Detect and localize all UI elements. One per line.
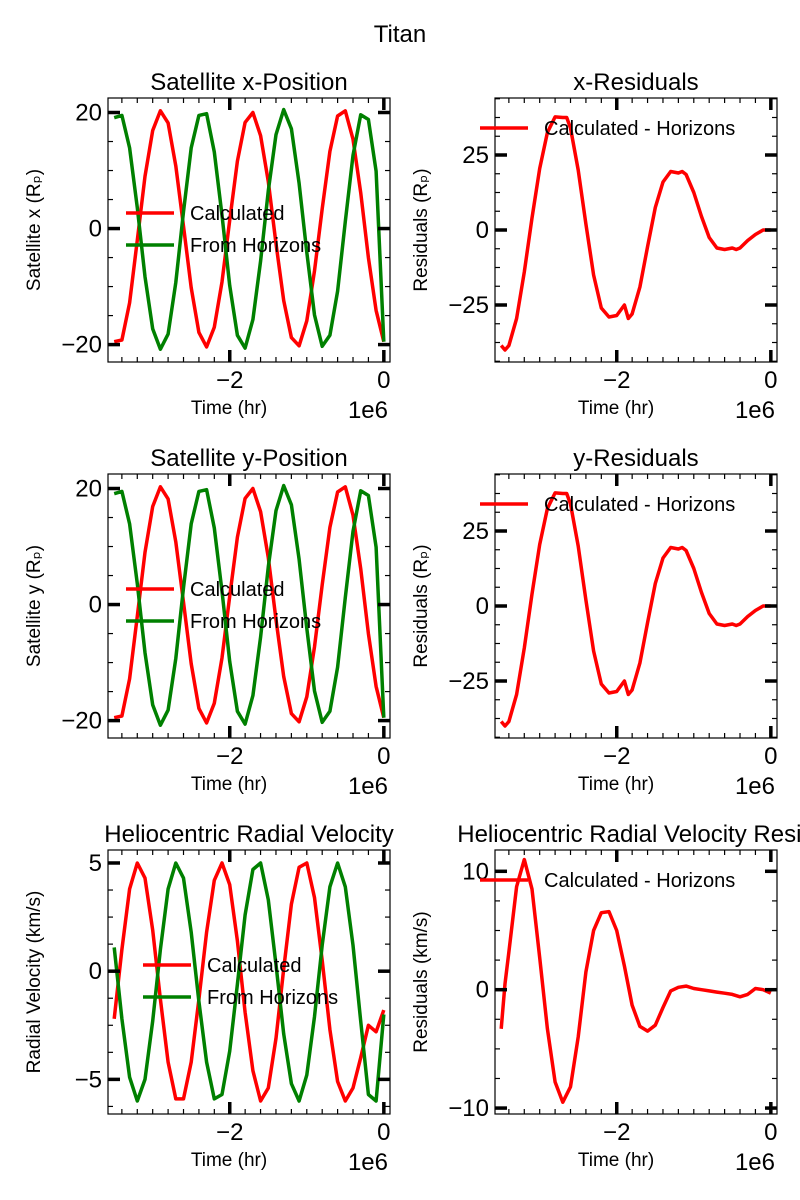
y-tick-label: −5: [75, 1066, 102, 1093]
x-tick-label: 0: [377, 367, 390, 394]
x-tick-label: −2: [216, 743, 243, 770]
plot-frame: [107, 849, 391, 1115]
series-line-1: [112, 861, 386, 1103]
y-tick-label: 25: [462, 518, 489, 545]
legend-label: Calculated - Horizons: [544, 870, 735, 892]
legend-label: From Horizons: [190, 611, 321, 633]
series-line-2: [112, 861, 386, 1103]
y-axis-label: Residuals (km/s): [411, 911, 432, 1052]
chart-title: x-Residuals: [573, 69, 698, 96]
figure-title: Titan: [374, 21, 426, 48]
x-offset-label: 1e6: [735, 1149, 775, 1176]
y-tick-label: 0: [89, 958, 102, 985]
chart-panel-5: Heliocentric Radial Velocity −2 0 −5 0 5 Time …: [24, 821, 394, 1176]
y-tick-label: 25: [462, 142, 489, 169]
chart-title: Satellite x-Position: [150, 69, 347, 96]
legend-label: Calculated: [190, 203, 285, 225]
y-tick-label: 0: [476, 593, 489, 620]
y-tick-label: −20: [61, 708, 102, 735]
legend-label: Calculated - Horizons: [544, 118, 735, 140]
x-offset-label: 1e6: [348, 397, 388, 424]
x-offset-label: 1e6: [348, 773, 388, 800]
y-tick-label: 20: [75, 476, 102, 503]
chart-panel-2: x-Residuals −2 0 −25 0 25 Time (hr) Residuals (…: [411, 69, 778, 424]
y-axis-label: Residuals (Rₚ): [411, 168, 432, 291]
series-line-2: [113, 107, 386, 351]
x-tick-label: 0: [764, 743, 777, 770]
x-axis-label: Time (hr): [191, 398, 267, 419]
x-tick-label: −2: [603, 743, 630, 770]
series-line-1: [499, 857, 772, 1104]
legend-label: Calculated - Horizons: [544, 494, 735, 516]
y-tick-label: −25: [448, 292, 489, 319]
x-tick-label: −2: [603, 367, 630, 394]
chart-title: y-Residuals: [573, 445, 698, 472]
plot-frame: [494, 849, 778, 1115]
x-axis-label: Time (hr): [578, 398, 654, 419]
chart-panel-6: Heliocentric Radial Velocity Resid −2 0 −10…: [411, 821, 800, 1176]
y-tick-label: −25: [448, 668, 489, 695]
x-tick-label: −2: [216, 367, 243, 394]
x-tick-label: −2: [603, 1119, 630, 1146]
x-tick-label: 0: [764, 367, 777, 394]
x-offset-label: 1e6: [735, 397, 775, 424]
x-axis-label: Time (hr): [191, 774, 267, 795]
x-axis-label: Time (hr): [578, 774, 654, 795]
x-tick-label: −2: [216, 1119, 243, 1146]
y-tick-label: 0: [89, 592, 102, 619]
series-line-1: [113, 485, 386, 725]
y-tick-label: 5: [89, 850, 102, 877]
y-axis-label: Satellite x (Rₚ): [24, 169, 45, 291]
x-offset-label: 1e6: [348, 1149, 388, 1176]
x-offset-label: 1e6: [735, 773, 775, 800]
series-line-1: [499, 115, 771, 352]
y-tick-label: 0: [476, 977, 489, 1004]
x-tick-label: 0: [764, 1119, 777, 1146]
x-tick-label: 0: [377, 743, 390, 770]
y-tick-label: 0: [476, 217, 489, 244]
x-tick-label: 0: [377, 1119, 390, 1146]
x-axis-label: Time (hr): [578, 1150, 654, 1171]
y-axis-label: Radial Velocity (km/s): [24, 891, 45, 1074]
legend-label: Calculated: [207, 955, 302, 977]
legend-label: From Horizons: [190, 235, 321, 257]
series-line-2: [113, 483, 386, 727]
legend-label: From Horizons: [207, 987, 338, 1009]
series-line-1: [113, 109, 386, 349]
y-tick-label: −20: [61, 332, 102, 359]
series-line-1: [499, 491, 771, 728]
legend-label: Calculated: [190, 579, 285, 601]
x-axis-label: Time (hr): [191, 1150, 267, 1171]
y-tick-label: −10: [448, 1095, 489, 1122]
chart-panel-4: y-Residuals −2 0 −25 0 25 Time (hr) Residuals (…: [411, 445, 778, 800]
y-tick-label: 0: [89, 216, 102, 243]
chart-title: Heliocentric Radial Velocity Resid: [457, 821, 800, 848]
chart-title: Heliocentric Radial Velocity: [104, 821, 393, 848]
chart-title: Satellite y-Position: [150, 445, 347, 472]
y-axis-label: Satellite y (Rₚ): [24, 545, 45, 667]
y-axis-label: Residuals (Rₚ): [411, 544, 432, 667]
y-tick-label: 20: [75, 100, 102, 127]
